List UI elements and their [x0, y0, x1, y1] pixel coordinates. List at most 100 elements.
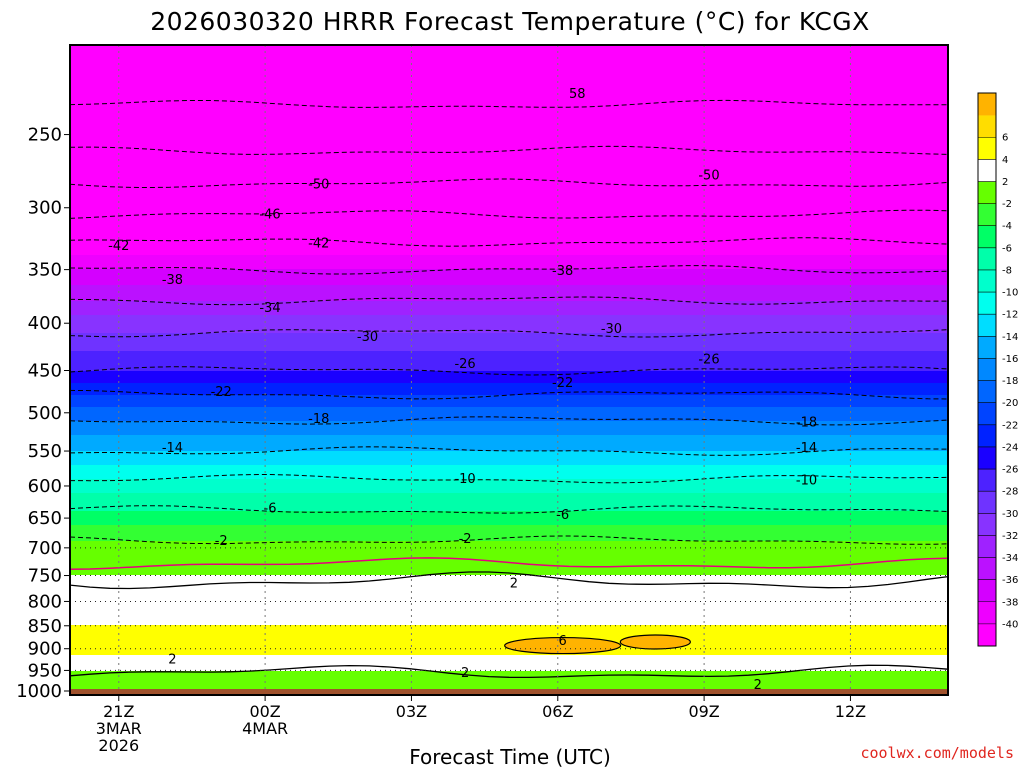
temperature-band-strip [70, 485, 948, 488]
temperature-band-strip [70, 187, 948, 190]
temperature-band-strip [70, 175, 948, 178]
temperature-band-strip [70, 417, 948, 420]
colorbar-swatch [978, 159, 996, 182]
temperature-band-strip [70, 49, 948, 52]
temperature-band-strip [70, 291, 948, 294]
colorbar-tick-label: -20 [1002, 398, 1018, 409]
dashed-contour-line [69, 99, 949, 108]
temperature-band-strip [70, 55, 948, 58]
y-tick-label: 600 [28, 476, 62, 497]
temperature-band-strip [70, 543, 948, 546]
temperature-band-strip [70, 91, 948, 94]
dashed-contour-line [69, 473, 949, 484]
temperature-band-strip [70, 341, 948, 344]
x-tick-label: 09Z [688, 702, 719, 721]
temperature-band-strip [70, 71, 948, 74]
temperature-band-strip [70, 407, 948, 410]
dashed-contour-line [69, 535, 949, 545]
contour-label: -22 [552, 376, 573, 391]
temperature-band-strip [70, 621, 948, 624]
temperature-contour-lines [69, 99, 949, 679]
temperature-band-strip [70, 415, 948, 418]
colorbar-swatch [978, 402, 996, 426]
temperature-band-strip [70, 593, 948, 596]
x-tick-label: 2026 [98, 736, 139, 755]
temperature-band-strip [70, 595, 948, 598]
temperature-band-strip [70, 369, 948, 372]
temperature-band-strip [70, 83, 948, 86]
temperature-band-strip [70, 257, 948, 260]
x-axis-label: Forecast Time (UTC) [409, 745, 611, 768]
temperature-band-strip [70, 215, 948, 218]
temperature-band-strip [70, 111, 948, 114]
y-tick-label: 300 [28, 198, 62, 219]
temperature-band-strip [70, 483, 948, 486]
contour-label: -6 [264, 502, 277, 517]
temperature-band-strip [70, 367, 948, 370]
temperature-band-strip [70, 149, 948, 152]
colorbar-frame [977, 92, 997, 647]
temperature-band-strip [70, 441, 948, 444]
temperature-band-strip [70, 253, 948, 256]
temperature-band-strip [70, 323, 948, 326]
temperature-band-strip [70, 471, 948, 474]
temperature-band-strip [70, 419, 948, 422]
temperature-band-strip [70, 243, 948, 246]
temperature-band-strip [70, 459, 948, 462]
contour-label: -26 [698, 353, 719, 368]
temperature-band-strip [70, 51, 948, 54]
temperature-band-strip [70, 685, 948, 688]
temperature-band-strip [70, 293, 948, 296]
temperature-band-strip [70, 225, 948, 228]
temperature-band-strip [70, 425, 948, 428]
temperature-band-strip [70, 609, 948, 612]
temperature-band-strip [70, 61, 948, 64]
colorbar-swatch [978, 292, 996, 315]
y-tick-label: 700 [28, 538, 62, 559]
temperature-band-strip [70, 461, 948, 464]
temperature-band-strip [70, 573, 948, 576]
temperature-band-strip [70, 547, 948, 550]
colorbar-swatch [978, 225, 996, 249]
temperature-band-strip [70, 677, 948, 680]
warm-pocket-contour [504, 636, 622, 655]
temperature-band-strip [70, 183, 948, 186]
contour-label: -34 [259, 301, 280, 316]
temperature-band-strip [70, 345, 948, 348]
temperature-band-strip [70, 143, 948, 146]
dashed-contour-line [69, 446, 949, 456]
temperature-band-strip [70, 623, 948, 626]
temperature-band-strip [70, 617, 948, 620]
colorbar-swatch [978, 247, 996, 271]
temperature-band-strip [70, 663, 948, 666]
temperature-band-strip [70, 317, 948, 320]
temperature-band-strip [70, 85, 948, 88]
colorbar-swatch [978, 469, 996, 492]
temperature-band-strip [70, 571, 948, 574]
colorbar-swatch [978, 203, 996, 227]
temperature-band-strip [70, 455, 948, 458]
temperature-band-strip [70, 525, 948, 528]
temperature-band-strip [70, 135, 948, 138]
temperature-band-strip [70, 277, 948, 280]
y-tick-label: 550 [28, 441, 62, 462]
temperature-band-strip [70, 577, 948, 580]
temperature-band-strip [70, 625, 948, 628]
temperature-band-strip [70, 629, 948, 632]
colorbar-tick-label: -38 [1002, 597, 1018, 608]
temperature-band-strip [70, 303, 948, 306]
temperature-band-strip [70, 529, 948, 532]
temperature-band-strip [70, 331, 948, 334]
temperature-band-strip [70, 447, 948, 450]
y-tick-label: 850 [28, 616, 62, 637]
temperature-band-strip [70, 235, 948, 238]
temperature-band-strip [70, 683, 948, 686]
colorbar-swatch [978, 513, 996, 536]
temperature-band-strip [70, 473, 948, 476]
temperature-band-strip [70, 509, 948, 512]
temperature-band-strip [70, 109, 948, 112]
colorbar-swatch [978, 137, 996, 160]
temperature-band-strip [70, 327, 948, 330]
temperature-band-strip [70, 661, 948, 664]
temperature-band-strip [70, 65, 948, 68]
